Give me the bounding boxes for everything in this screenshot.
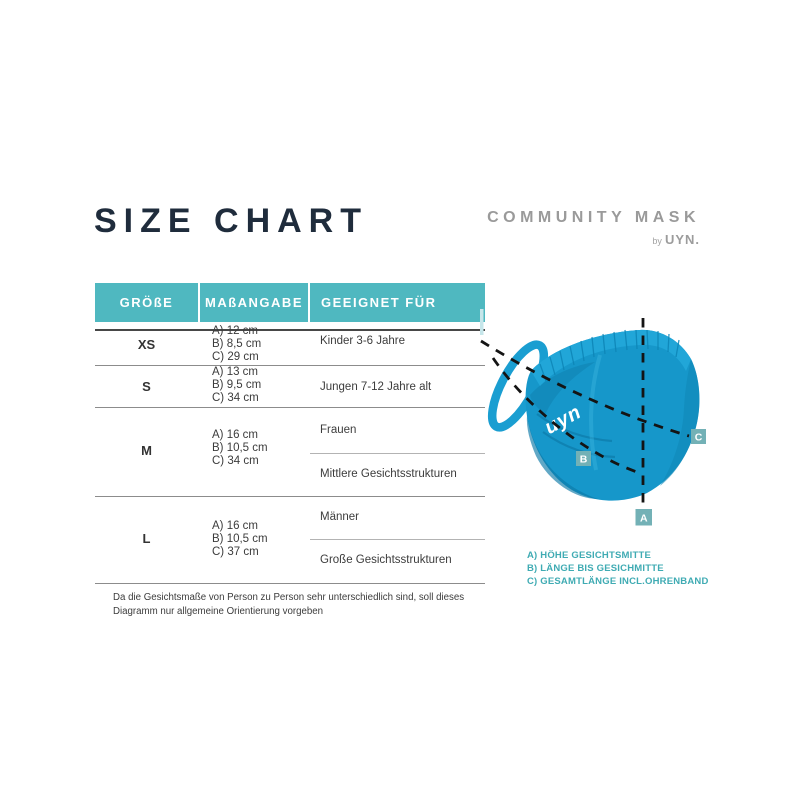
measure-line-c [480,339,690,438]
suitable-m-1: Frauen [320,424,357,436]
label-c: C [695,432,703,444]
suitable-l-2: Große Gesichtsstrukturen [320,554,452,566]
row-divider [95,407,485,408]
measurement-line: B) 8,5 cm [212,338,262,350]
measurement-line: C) 34 cm [212,392,259,404]
measurement-line: A) 13 cm [212,366,259,378]
photo-edge-artifact [480,309,484,335]
size-label-s: S [142,379,151,394]
knit-highlight [589,354,602,471]
sub-row-divider [310,539,485,540]
column-header-geeignet-fuer: GEEIGNET FÜR [310,283,485,322]
measurement-line: B) 10,5 cm [212,442,268,454]
measurement-line: C) 34 cm [212,455,259,467]
brand-by-word: by [652,236,662,246]
footnote: Da die Gesichtsmaße von Person zu Person… [113,592,465,617]
label-a: A [640,513,648,525]
label-square-b [576,451,591,466]
label-square-c [691,429,706,444]
mask-diagram: uyn A B C [480,309,706,526]
size-label-m: M [141,443,152,458]
measurements-l: A) 16 cm B) 10,5 cm C) 37 cm [212,520,268,559]
size-label-l: L [142,531,151,546]
pleat-folds [536,413,616,459]
measurement-line: B) 9,5 cm [212,379,262,391]
measurements-s: A) 13 cm B) 9,5 cm C) 34 cm [212,366,261,405]
page-title: SIZE CHART [94,202,368,240]
sub-row-divider [310,453,485,454]
row-divider [95,365,485,366]
row-divider [95,496,485,497]
measurement-line: A) 16 cm [212,429,259,441]
size-label-xs: XS [137,337,156,352]
header-divider [95,329,485,331]
mask-body: uyn [525,329,700,501]
label-square-a [635,509,652,526]
measurement-line: C) 29 cm [212,351,259,363]
label-b: B [580,454,588,466]
column-header-groesse: GRÖßE [95,283,198,322]
measurement-line: A) 12 cm [212,325,259,337]
measurements-m: A) 16 cm B) 10,5 cm C) 34 cm [212,429,268,468]
measurement-line: A) 16 cm [212,520,259,532]
measurement-lines [480,318,690,507]
brand-logo: UYN. [664,232,700,247]
suitable-s: Jungen 7-12 Jahre alt [320,381,432,393]
column-header-massangabe: MAßANGABE [200,283,308,322]
table-bottom-divider [95,583,485,584]
measurement-line: C) 37 cm [212,546,259,558]
suitable-xs: Kinder 3-6 Jahre [320,335,406,347]
legend-line-b: B) LÄNGE BIS GESICHMITTE [527,563,664,574]
legend-line-a: A) HÖHE GESICHTSMITTE [527,550,652,561]
measurement-line: B) 10,5 cm [212,533,268,545]
legend-line-c: C) GESAMTLÄNGE INCL.OHRENBAND [527,576,709,587]
suitable-l-1: Männer [320,511,359,523]
suitable-m-2: Mittlere Gesichtsstrukturen [320,468,457,480]
rib-texture [539,329,680,382]
brand-name: COMMUNITY MASK [487,209,700,226]
measurements-xs: A) 12 cm B) 8,5 cm C) 29 cm [212,325,261,364]
brand-byline: by UYN. [652,231,700,249]
measure-line-b [491,357,641,475]
